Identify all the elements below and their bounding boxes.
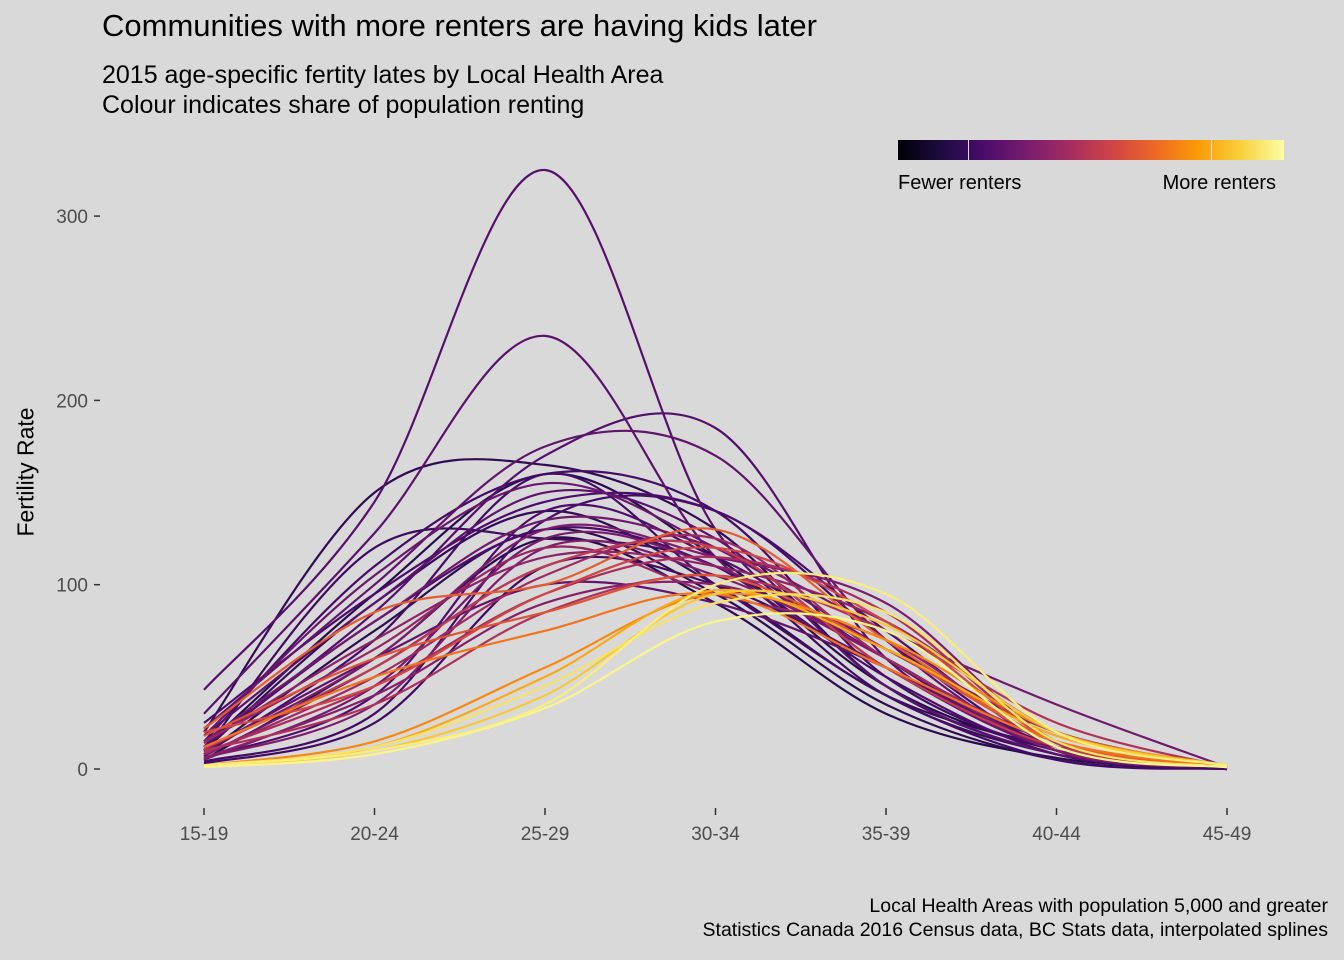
x-tick-label: 45-49 [1203,824,1252,845]
y-tick-label: 200 [56,391,88,412]
x-tick-label: 30-34 [691,824,740,845]
series-line [203,593,1228,769]
series-line [203,488,1228,769]
x-tick-label: 35-39 [862,824,911,845]
x-axis: 15-19 20-24 25-29 30-34 35-39 40-44 45-49 [180,808,1252,845]
caption-line-2: Statistics Canada 2016 Census data, BC S… [702,919,1328,941]
legend-tick [1211,140,1212,160]
series-line [203,429,1228,769]
y-tick-label: 0 [77,760,88,781]
caption-line-1: Local Health Areas with population 5,000… [869,895,1328,917]
x-tick-label: 20-24 [350,824,399,845]
legend-tick [968,140,969,160]
series-line [203,612,1228,769]
series-line [203,503,1228,769]
subtitle-line-2: Colour indicates share of population ren… [102,91,585,119]
chart-subtitle: 2015 age-specific fertity lates by Local… [102,60,663,120]
series-line [203,571,1228,767]
series-line [203,458,1228,771]
chart-title: Communities with more renters are having… [102,8,817,43]
legend-gradient-bar [898,140,1284,160]
series-line [203,470,1228,769]
y-axis: 0 100 200 300 [56,207,100,781]
legend-high-label: More renters [1162,172,1276,194]
series-line [203,494,1228,769]
series-line [203,491,1228,769]
chart-caption: Local Health Areas with population 5,000… [703,894,1328,942]
x-tick-label: 40-44 [1032,824,1081,845]
x-tick-label: 15-19 [180,824,229,845]
color-legend: Fewer renters More renters [898,140,1284,194]
y-tick-label: 100 [56,576,88,597]
legend-low-label: Fewer renters [898,172,1022,194]
series-lines [203,168,1228,771]
subtitle-line-1: 2015 age-specific fertity lates by Local… [102,61,664,89]
y-tick-label: 300 [56,207,88,228]
x-tick-label: 25-29 [521,824,570,845]
